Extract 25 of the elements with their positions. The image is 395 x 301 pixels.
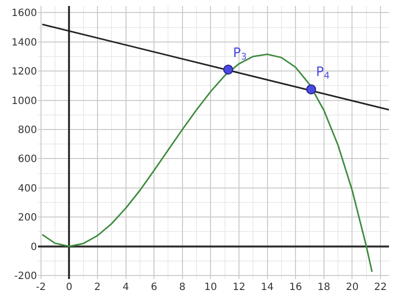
- y-tick-label: 1200: [12, 66, 37, 78]
- y-tick-label: 1400: [12, 37, 37, 48]
- x-tick-label: 6: [150, 282, 158, 293]
- y-tick-label: 200: [18, 212, 37, 224]
- x-tick-label: 20: [346, 282, 359, 293]
- y-tick-label: 600: [18, 154, 37, 166]
- y-tick-label: 0: [30, 242, 37, 253]
- y-tick-label: 400: [18, 183, 37, 194]
- x-tick-label: 14: [260, 282, 274, 293]
- x-tick-label: 0: [66, 282, 72, 293]
- y-tick-label: 1000: [12, 96, 37, 107]
- x-tick-label: 16: [289, 282, 302, 293]
- x-tick-label: -2: [36, 282, 46, 293]
- y-tick-label: 1600: [12, 8, 37, 20]
- x-tick-label: 4: [122, 282, 129, 293]
- annotation: P$_{4}$: [316, 65, 330, 82]
- x-tick-label: 18: [318, 282, 330, 293]
- y-tick-label: 800: [18, 125, 37, 136]
- x-tick-label: 22: [374, 282, 387, 293]
- x-tick-label: 10: [204, 282, 218, 293]
- x-tick-label: 8: [179, 282, 186, 293]
- annotation: P$_{3}$: [233, 46, 247, 63]
- y-tick-label: -200: [14, 271, 37, 282]
- x-tick-label: 2: [94, 282, 101, 293]
- x-tick-label: 12: [232, 282, 246, 293]
